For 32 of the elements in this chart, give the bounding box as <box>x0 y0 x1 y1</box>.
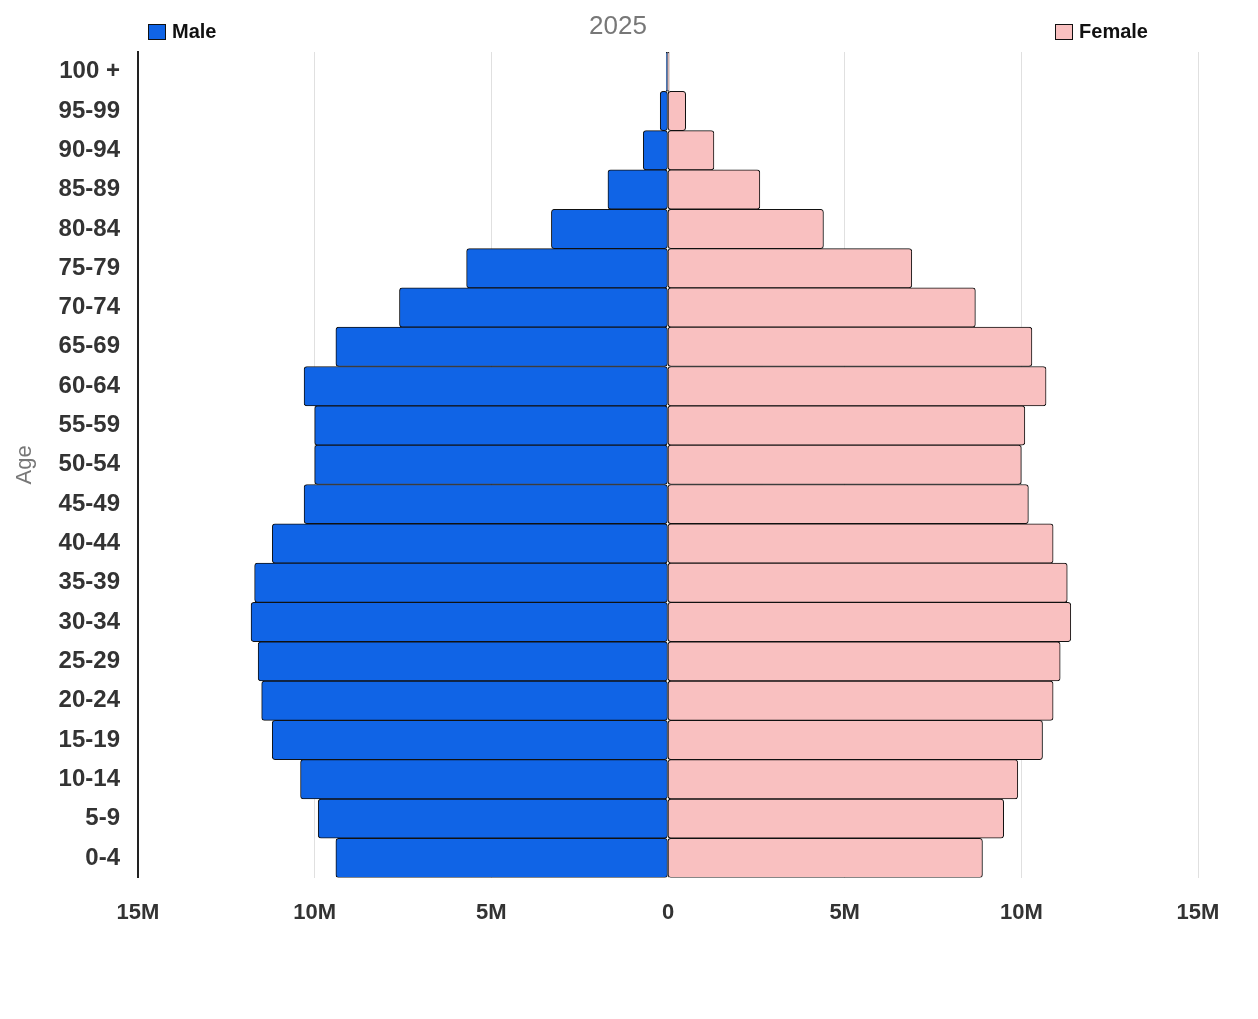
x-tick-label: 5M <box>476 898 507 924</box>
y-tick-label: 15-19 <box>58 724 120 752</box>
y-tick-label: 45-49 <box>58 488 120 516</box>
y-tick-label: 5-9 <box>85 803 120 831</box>
y-tick-label: 85-89 <box>58 174 120 202</box>
y-tick-label: 65-69 <box>58 331 120 359</box>
x-tick-label: 15M <box>116 898 160 924</box>
text: Male <box>172 20 217 43</box>
text: Female <box>1079 20 1148 43</box>
y-tick-label: 0-4 <box>85 842 121 870</box>
y-tick-label: 80-84 <box>58 213 121 241</box>
y-tick-label: 70-74 <box>58 292 121 320</box>
y-tick-label: 20-24 <box>58 685 121 713</box>
x-tick-label: 10M <box>293 898 337 924</box>
y-tick-label: 60-64 <box>58 370 121 398</box>
chart-title: 2025 <box>589 10 647 40</box>
y-tick-label: 90-94 <box>58 134 121 162</box>
y-axis-title: Age <box>11 445 37 485</box>
y-tick-label: 55-59 <box>58 410 120 438</box>
y-tick-label: 50-54 <box>58 449 121 477</box>
x-tick-label: 5M <box>829 898 860 924</box>
y-tick-label: 10-14 <box>58 763 121 791</box>
y-tick-label: 75-79 <box>58 252 120 280</box>
y-tick-label: 25-29 <box>58 646 120 673</box>
x-tick-label: 15M <box>1176 898 1220 924</box>
y-tick-label: 35-39 <box>58 567 120 595</box>
y-tick-label: 40-44 <box>58 528 121 556</box>
y-tick-label: 100 + <box>59 56 120 84</box>
y-tick-label: 95-99 <box>58 95 120 123</box>
y-tick-label: 30-34 <box>58 606 121 634</box>
x-tick-label: 0 <box>661 898 675 924</box>
x-tick-label: 10M <box>999 898 1043 924</box>
